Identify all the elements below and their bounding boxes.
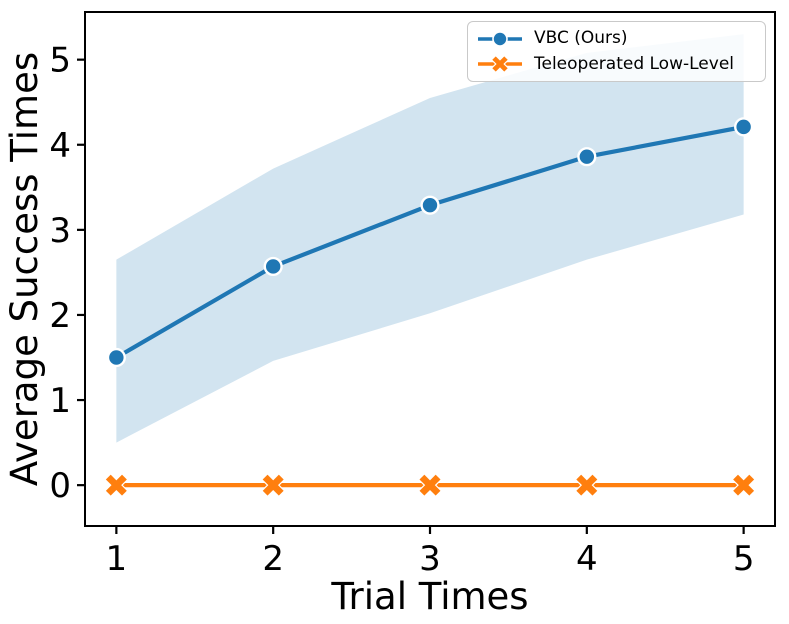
legend-label-vbc: VBC (Ours) (534, 28, 628, 49)
legend-entry-vbc: VBC (Ours) (476, 26, 757, 52)
tick-marks-layer (77, 58, 745, 534)
x-tick-label: 4 (576, 539, 598, 579)
y-axis-label: Average Success Times (3, 52, 46, 486)
x-axis-label: Trial Times (330, 575, 528, 618)
legend: VBC (Ours) Teleoperated Low-Level (467, 21, 766, 82)
teleop-marker (104, 472, 129, 498)
y-tick-label: 3 (49, 211, 71, 251)
teleop-marker (417, 472, 443, 498)
confidence-band (116, 34, 744, 443)
teleop-marker (574, 472, 599, 498)
vbc-marker (577, 147, 597, 167)
vbc-marker (420, 195, 440, 215)
vbc-line-marker-icon (478, 30, 522, 47)
y-tick-label: 5 (49, 41, 71, 81)
confidence-band-layer (116, 34, 744, 443)
vbc-marker (734, 117, 754, 137)
data-markers-layer (104, 117, 756, 498)
x-tick-label: 3 (419, 539, 441, 579)
teleop-line-marker-icon (478, 54, 522, 74)
y-tick-label: 0 (49, 466, 71, 506)
x-tick-label: 2 (262, 539, 284, 579)
teleop-marker (261, 472, 286, 498)
y-tick-label: 4 (49, 126, 71, 166)
y-tick-label: 2 (49, 296, 71, 336)
x-tick-label: 1 (106, 539, 128, 579)
legend-entry-teleop: Teleoperated Low-Level (476, 52, 757, 78)
x-tick-label: 5 (733, 539, 755, 579)
teleop-marker (731, 472, 756, 498)
vbc-marker (263, 256, 283, 277)
vbc-marker (106, 347, 126, 368)
y-tick-label: 1 (49, 381, 71, 421)
legend-label-teleop: Teleoperated Low-Level (534, 53, 734, 74)
